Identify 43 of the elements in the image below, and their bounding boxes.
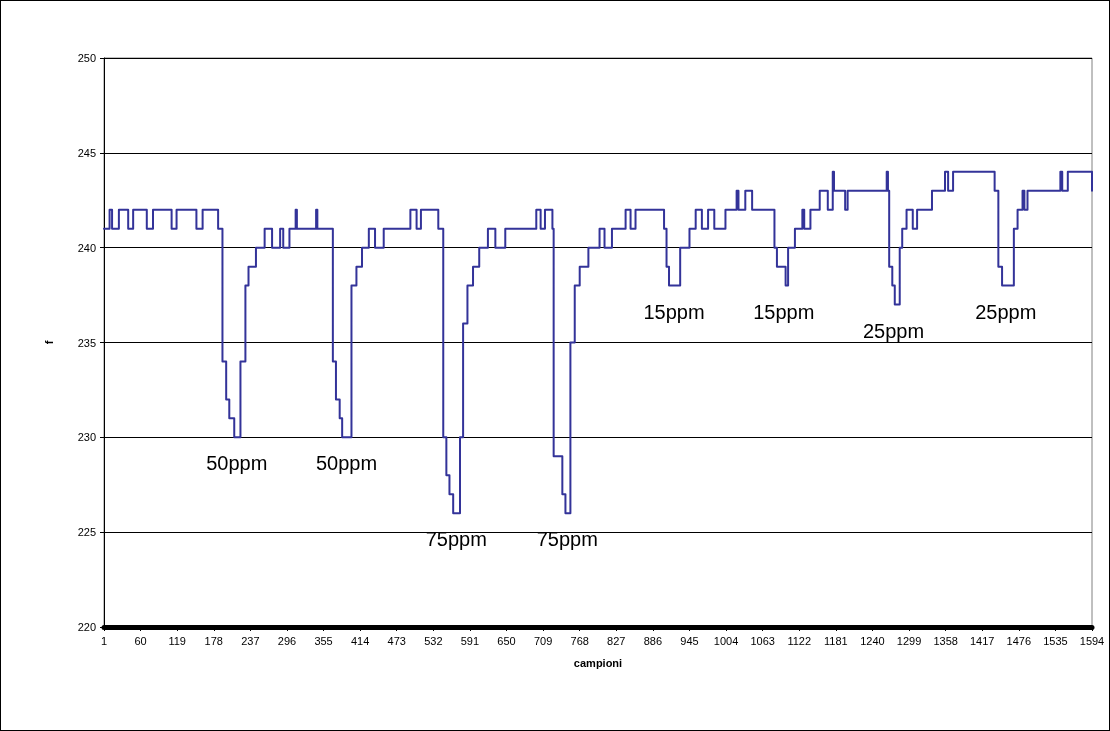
x-tick-label: 1358 [933, 634, 958, 647]
annotation: 50ppm [315, 452, 378, 475]
x-tick-label: 296 [277, 634, 297, 647]
x-tick-label: 1240 [860, 634, 885, 647]
x-tick-label: 60 [134, 634, 147, 647]
y-tick-label: 225 [77, 526, 96, 539]
y-tick-label: 230 [77, 431, 96, 444]
x-tick-label: 1299 [896, 634, 922, 647]
y-tick-label: 245 [77, 146, 96, 159]
annotation: 15ppm [643, 300, 705, 323]
x-tick-label: 473 [387, 634, 406, 647]
y-tick-label: 250 [77, 52, 96, 64]
x-tick-label: 1122 [787, 634, 812, 647]
x-tick-label: 1 [100, 634, 108, 647]
y-tick-label: 240 [77, 241, 96, 254]
x-tick-label: 945 [680, 634, 699, 647]
x-tick-label: 237 [241, 634, 260, 647]
x-tick-label: 709 [533, 634, 553, 647]
y-tick-label: 235 [77, 336, 96, 349]
x-tick-label: 768 [570, 634, 589, 647]
x-axis-title: campioni [573, 656, 623, 669]
x-tick-label: 178 [204, 634, 223, 647]
x-tick-label: 1063 [750, 634, 775, 647]
y-tick-label: 220 [77, 621, 96, 633]
x-tick-label: 591 [460, 634, 480, 647]
x-tick-label: 414 [350, 634, 370, 647]
x-tick-label: 1594 [1079, 634, 1105, 647]
annotation: 25ppm [862, 319, 925, 342]
x-tick-label: 1417 [969, 634, 995, 647]
annotation: 15ppm [753, 300, 815, 323]
x-tick-label: 886 [643, 634, 663, 647]
annotation: 50ppm [206, 452, 268, 475]
x-tick-label: 1476 [1006, 634, 1032, 647]
x-tick-label: 650 [497, 634, 516, 647]
x-tick-label: 1004 [713, 634, 739, 647]
x-tick-label: 1181 [824, 634, 848, 647]
x-tick-label: 827 [607, 634, 626, 647]
x-tick-label: 1535 [1043, 634, 1068, 647]
annotation: 25ppm [975, 300, 1037, 323]
y-axis-title: f [42, 340, 55, 345]
x-tick-label: 119 [168, 634, 186, 647]
x-tick-label: 532 [424, 634, 443, 647]
x-tick-label: 355 [314, 634, 333, 647]
